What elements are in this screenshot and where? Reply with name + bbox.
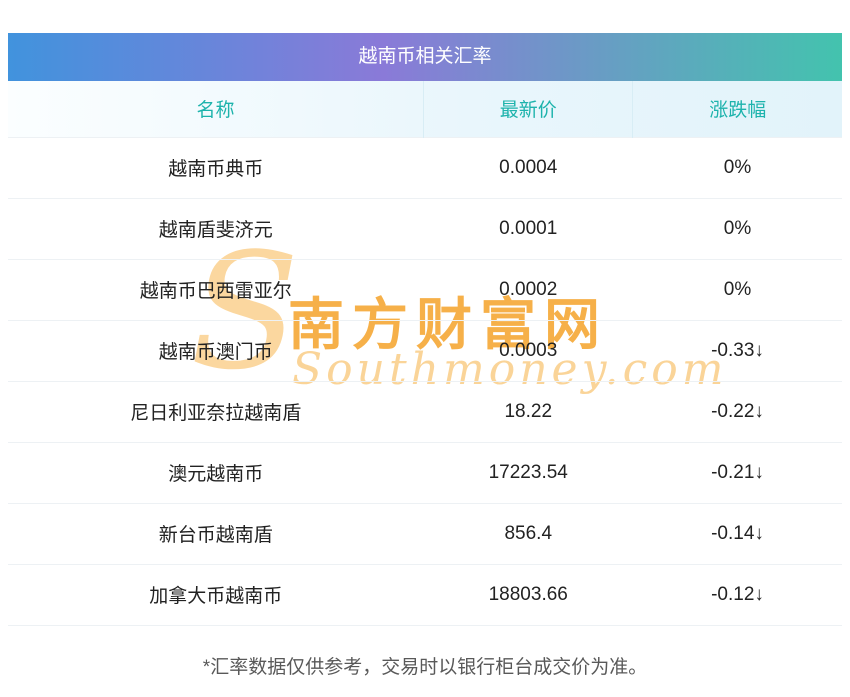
change-percent: -0.14↓ [711,522,764,544]
currency-pair-name: 越南币巴西雷亚尔 [139,281,292,302]
table-row: 越南币典币 0.0004 0% [8,137,842,198]
table-row: 越南币巴西雷亚尔 0.0002 0% [8,259,842,320]
currency-pair-name: 越南币典币 [168,159,264,180]
currency-pair-name: 越南币澳门币 [158,342,273,363]
latest-price: 18803.66 [488,583,568,605]
latest-price: 0.0001 [499,217,558,239]
latest-price: 856.4 [504,522,553,544]
header-change: 涨跌幅 [632,81,842,137]
table-body: 越南币典币 0.0004 0% 越南盾斐济元 0.0001 0% 越南币巴西雷亚尔 0.000… [8,137,842,625]
change-percent: -0.21↓ [711,461,764,483]
latest-price: 0.0003 [499,339,558,361]
change-percent: -0.33↓ [711,339,764,361]
table-title: 越南币相关汇率 [8,33,842,81]
latest-price: 18.22 [504,400,553,422]
table-row: 越南盾斐济元 0.0001 0% [8,198,842,259]
rates-table: 名称 最新价 涨跌幅 越南币典币 0.0004 0% 越南盾斐济元 0.0001 0% 越南… [8,81,842,626]
latest-price: 0.0002 [499,278,558,300]
currency-pair-name: 尼日利亚奈拉越南盾 [130,403,302,424]
currency-pair-name: 新台币越南盾 [158,525,273,546]
currency-pair-name: 越南盾斐济元 [158,220,273,241]
disclaimer-note: *汇率数据仅供参考，交易时以银行柜台成交价为准。 [202,657,648,678]
change-percent: -0.22↓ [711,400,764,422]
currency-pair-name: 加拿大币越南币 [149,586,283,607]
table-row: 尼日利亚奈拉越南盾 18.22 -0.22↓ [8,381,842,442]
table-row: 澳元越南币 17223.54 -0.21↓ [8,442,842,503]
latest-price: 0.0004 [499,156,558,178]
table-row: 越南币澳门币 0.0003 -0.33↓ [8,320,842,381]
table-row: 加拿大币越南币 18803.66 -0.12↓ [8,564,842,625]
table-row: 新台币越南盾 856.4 -0.14↓ [8,503,842,564]
header-row: 名称 最新价 涨跌幅 [8,81,842,137]
latest-price: 17223.54 [488,461,568,483]
change-percent: 0% [723,156,752,178]
currency-pair-name: 澳元越南币 [168,464,264,485]
rates-table-container: 越南币相关汇率 名称 最新价 涨跌幅 越南币典币 0.0004 0% 越南盾斐济元 0.… [8,33,842,626]
change-percent: 0% [723,217,752,239]
header-price: 最新价 [422,81,633,137]
change-percent: -0.12↓ [711,583,764,605]
header-name: 名称 [196,100,235,122]
change-percent: 0% [723,278,752,300]
table-header: 名称 最新价 涨跌幅 [8,81,842,137]
